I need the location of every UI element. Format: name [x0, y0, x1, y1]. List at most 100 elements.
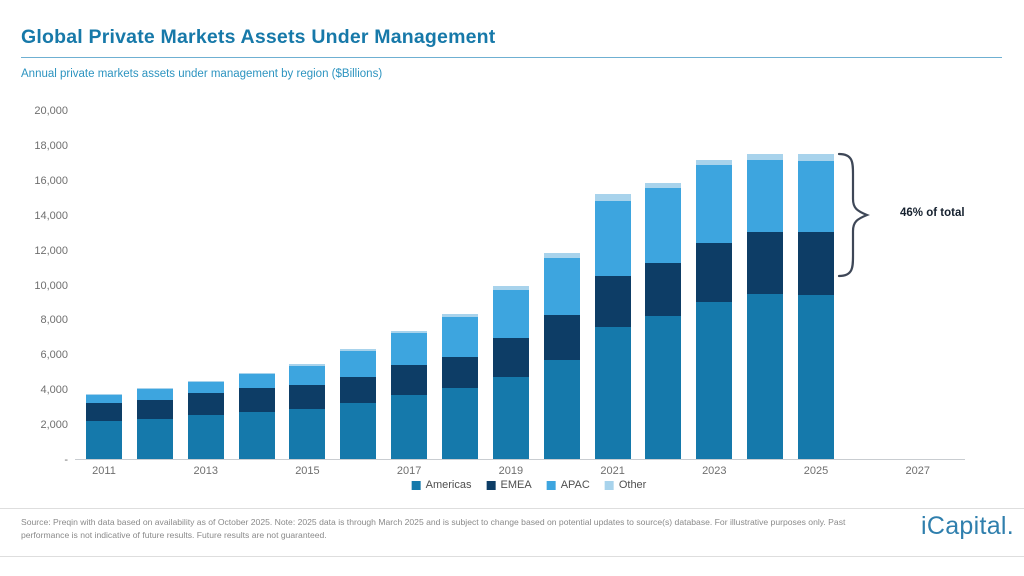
bar-segment-americas-2023: [696, 302, 733, 460]
legend-label-other: Other: [618, 479, 647, 491]
legend-item-apac: APAC: [546, 479, 590, 491]
legend-label-emea: EMEA: [500, 479, 532, 491]
bar-segment-emea-2012: [136, 400, 173, 420]
bar-segment-americas-2017: [391, 394, 428, 460]
y-tick-label: 20,000: [34, 105, 68, 117]
bar-segment-other-2015: [289, 364, 326, 366]
bar-segment-apac-2019: [492, 290, 529, 339]
y-tick-label: 10,000: [34, 279, 68, 292]
legend-swatch-other: [604, 480, 614, 490]
x-tick-label: 2011: [92, 465, 116, 477]
bar-segment-americas-2024: [747, 294, 784, 460]
bar-segment-apac-2015: [289, 365, 326, 386]
bar-segment-americas-2021: [594, 327, 631, 460]
bar-segment-emea-2018: [442, 356, 479, 389]
legend-label-apac: APAC: [560, 479, 590, 491]
curly-brace-annotation: [837, 152, 870, 278]
bar-segment-apac-2013: [187, 381, 224, 394]
chart-subtitle: Annual private markets assets under mana…: [21, 68, 383, 80]
x-axis-line: [75, 459, 965, 460]
bar-segment-other-2014: [238, 373, 275, 375]
bar-segment-apac-2011: [86, 394, 122, 404]
bar-segment-emea-2011: [86, 403, 122, 421]
bar-segment-americas-2018: [442, 388, 479, 460]
bar-segment-apac-2012: [136, 389, 173, 401]
chart-legend: Americas EMEA APAC Other: [411, 479, 647, 491]
y-tick-label: 4,000: [40, 384, 68, 397]
y-tick-label: 6,000: [40, 349, 68, 362]
page-title: Global Private Markets Assets Under Mana…: [21, 26, 496, 48]
bar-segment-apac-2016: [340, 350, 377, 377]
bar-segment-apac-2020: [543, 257, 580, 315]
bar-segment-other-2020: [543, 253, 580, 258]
bar-segment-americas-2014: [238, 411, 275, 460]
footer-divider-bottom: [0, 556, 1024, 557]
x-tick-label: 2013: [193, 465, 218, 477]
y-tick-label: 14,000: [34, 209, 68, 222]
x-tick-label: 2023: [702, 465, 727, 477]
bar-segment-emea-2016: [340, 376, 377, 403]
bar-segment-other-2018: [442, 313, 479, 317]
x-tick-label: 2021: [600, 465, 625, 477]
bar-segment-other-2012: [136, 388, 173, 390]
x-tick-label: 2025: [803, 465, 829, 477]
bar-segment-other-2019: [492, 285, 529, 291]
y-tick-label: 8,000: [40, 314, 68, 327]
bar-segment-emea-2020: [543, 314, 580, 360]
x-tick-label: 2015: [295, 465, 320, 477]
bar-segment-apac-2017: [391, 332, 428, 365]
bar-segment-other-2017: [391, 330, 428, 333]
bar-segment-emea-2023: [696, 242, 733, 303]
bar-segment-apac-2022: [645, 188, 682, 263]
bar-segment-emea-2021: [594, 275, 631, 328]
bar-segment-americas-2019: [492, 376, 529, 460]
y-tick-label: 16,000: [34, 174, 68, 187]
icapital-logo: iCapital.: [921, 512, 1015, 540]
bar-segment-other-2024: [747, 154, 784, 160]
x-tick-label: 2027: [905, 465, 930, 477]
legend-item-americas: Americas: [411, 479, 472, 491]
bar-segment-americas-2016: [340, 402, 377, 460]
bar-segment-emea-2017: [391, 364, 428, 395]
bar-segment-apac-2023: [696, 165, 733, 243]
bar-segment-americas-2015: [289, 409, 326, 460]
bar-segment-americas-2022: [645, 316, 682, 460]
legend-swatch-apac: [546, 480, 556, 490]
y-tick-label: -: [64, 454, 68, 466]
bar-segment-emea-2019: [492, 338, 529, 377]
bar-segment-emea-2022: [645, 262, 682, 317]
bar-segment-americas-2011: [86, 420, 122, 460]
bar-segment-other-2013: [187, 380, 224, 382]
bar-segment-americas-2012: [136, 419, 173, 460]
bar-segment-americas-2020: [543, 360, 580, 460]
legend-swatch-emea: [486, 480, 496, 490]
bar-segment-emea-2015: [289, 385, 326, 410]
x-tick-label: 2019: [498, 465, 524, 477]
bar-segment-other-2011: [86, 393, 122, 395]
bar-segment-other-2021: [594, 193, 631, 201]
y-tick-label: 18,000: [34, 139, 68, 152]
bar-segment-emea-2014: [238, 388, 275, 412]
legend-swatch-americas: [411, 480, 421, 490]
bar-segment-apac-2021: [594, 200, 631, 276]
title-underline: [21, 57, 1002, 58]
footer-divider-top: [0, 508, 1024, 509]
bar-segment-other-2023: [696, 159, 733, 166]
x-tick-label: 2017: [396, 465, 422, 477]
bar-segment-other-2016: [340, 349, 377, 351]
bar-segment-emea-2013: [187, 393, 224, 415]
bar-segment-other-2022: [645, 182, 682, 189]
bar-segment-other-2025: [798, 154, 835, 161]
bar-segment-emea-2024: [747, 231, 784, 295]
y-tick-label: 12,000: [34, 244, 68, 257]
bar-segment-apac-2018: [442, 316, 479, 357]
annotation-label: 46% of total: [900, 207, 965, 219]
bar-segment-americas-2013: [187, 414, 224, 460]
bar-segment-emea-2025: [798, 231, 835, 296]
bar-segment-apac-2024: [747, 159, 784, 232]
legend-item-emea: EMEA: [486, 479, 532, 491]
legend-item-other: Other: [604, 479, 647, 491]
y-tick-label: 2,000: [40, 419, 68, 432]
legend-label-americas: Americas: [425, 479, 472, 491]
